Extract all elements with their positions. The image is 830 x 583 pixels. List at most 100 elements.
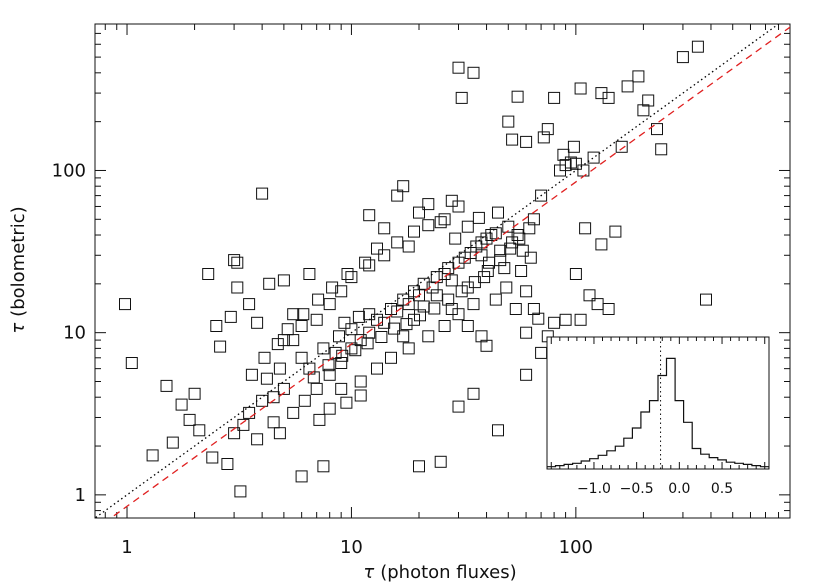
scatter-point (587, 151, 600, 164)
scatter-point (523, 222, 536, 235)
scatter-point (520, 285, 533, 298)
scatter-points (119, 40, 712, 498)
scatter-point (475, 330, 488, 343)
scatter-point (426, 281, 439, 294)
scatter-point (506, 236, 519, 249)
scatter-point (243, 406, 256, 419)
scatter-point (146, 449, 159, 462)
scatter-point (422, 198, 435, 211)
scatter-point (378, 222, 391, 235)
scatter-point (385, 351, 397, 364)
scatter-point (541, 123, 554, 136)
y-tick-label: 1 (75, 485, 86, 506)
x-axis-text: (photon fluxes) (380, 562, 516, 583)
x-tick-label: 100 (559, 537, 593, 558)
scatter-point (119, 298, 131, 311)
scatter-point (273, 362, 286, 375)
scatter-point (256, 394, 269, 407)
scatter-point (206, 451, 219, 464)
scatter-point (375, 331, 388, 343)
scatter-point (520, 368, 533, 381)
scatter-point (352, 310, 365, 323)
scatter-point (502, 115, 515, 128)
scatter-point (467, 298, 480, 311)
x-tick-label: 10 (340, 537, 363, 558)
scatter-point (361, 337, 374, 350)
scatter-point (595, 238, 608, 251)
scatter-point (295, 470, 308, 483)
scatter-point (408, 225, 420, 238)
inset-tick-label: 0.0 (668, 481, 690, 497)
scatter-point (378, 249, 391, 262)
scatter-point (267, 416, 280, 429)
scatter-point (391, 236, 404, 249)
scatter-point (221, 458, 234, 470)
scatter-point (548, 316, 561, 329)
inset-tick-label: 0.5 (711, 481, 733, 497)
scatter-point (452, 200, 465, 213)
scatter-point (515, 265, 528, 277)
scatter-point (569, 157, 582, 170)
x-tick-labels: 1 10 100 (121, 537, 593, 558)
scatter-point (489, 227, 502, 240)
scatter-point (414, 309, 426, 322)
plot-frame (94, 23, 791, 519)
scatter-point (579, 222, 592, 235)
scatter-point (397, 330, 410, 343)
scatter-point (455, 285, 468, 298)
scatter-point (574, 313, 587, 326)
scatter-point (312, 293, 325, 306)
scatter-point (271, 338, 284, 351)
scatter-point (520, 326, 533, 339)
y-axis-label: τ (bolometric) (8, 206, 29, 333)
scatter-point (397, 180, 410, 193)
scatter-point (632, 70, 645, 83)
inset-histogram-steps (547, 357, 769, 469)
unity-line (95, 24, 780, 518)
scatter-point (461, 220, 474, 233)
scatter-point (472, 211, 485, 224)
scatter-point (445, 303, 458, 315)
scatter-point (527, 213, 540, 226)
scatter-point (354, 375, 367, 388)
scatter-point (452, 61, 465, 74)
x-axis-symbol: τ (363, 562, 374, 583)
scatter-point (251, 433, 264, 446)
scatter-point (621, 80, 634, 93)
scatter-point (335, 357, 348, 369)
scatter-point (329, 346, 342, 359)
scatter-point (577, 164, 590, 177)
scatter-point (422, 219, 435, 232)
scatter-point (498, 262, 511, 275)
scatter-point (256, 187, 269, 200)
scatter-point (295, 351, 308, 364)
reference-lines (95, 24, 790, 518)
scatter-point (345, 323, 358, 336)
y-axis-text: (bolometric) (8, 206, 29, 316)
scatter-point (402, 342, 415, 355)
scatter-point (371, 362, 383, 375)
scatter-point (609, 225, 622, 238)
scatter-point (442, 293, 455, 306)
scatter-point (245, 368, 258, 381)
y-tick-labels: 1 10 100 (52, 160, 86, 505)
scatter-point (313, 413, 326, 426)
scatter-point (481, 265, 494, 277)
scatter-point (323, 402, 336, 415)
scatter-point (494, 244, 507, 257)
scatter-point (260, 372, 273, 385)
scatter-point (125, 357, 138, 369)
scatter-point (385, 303, 397, 315)
scatter-point (326, 281, 339, 294)
scatter-point (492, 424, 504, 437)
scatter-point (434, 455, 447, 468)
scatter-point (548, 91, 561, 104)
scatter-point (251, 316, 264, 329)
scatter-point (464, 247, 477, 259)
scatter-point (468, 276, 481, 289)
scatter-point (359, 256, 372, 269)
scatter-point (214, 340, 227, 353)
scatter-point (183, 413, 196, 426)
scatter-point (637, 104, 650, 117)
